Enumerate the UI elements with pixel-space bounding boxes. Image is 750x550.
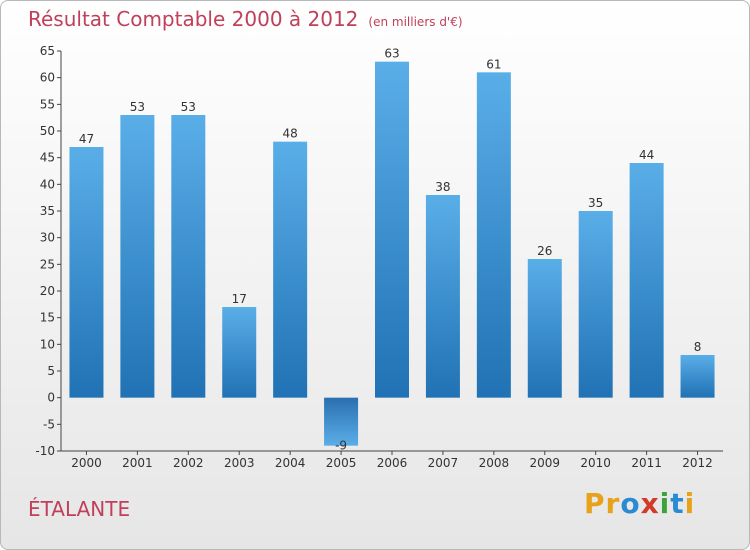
bar-2011 (629, 163, 664, 398)
bar-2007 (425, 195, 460, 398)
logo-letter: o (620, 487, 641, 520)
logo-letter: t (670, 487, 685, 520)
value-label-2000: 47 (79, 132, 94, 146)
value-label-2002: 53 (181, 100, 196, 114)
value-label-2010: 35 (588, 196, 603, 210)
y-tick-label: 50 (40, 124, 55, 138)
logo-letter: i (684, 487, 696, 520)
value-label-2003: 17 (232, 292, 247, 306)
x-tick-label: 2012 (682, 456, 713, 470)
x-tick-label: 2006 (377, 456, 408, 470)
y-tick-label: 60 (40, 71, 55, 85)
commune-name: ÉTALANTE (28, 497, 131, 521)
y-tick-label: 20 (40, 284, 55, 298)
chart-title-text: Résultat Comptable 2000 à 2012 (28, 7, 359, 31)
value-label-2012: 8 (694, 340, 702, 354)
x-tick-label: 2010 (580, 456, 611, 470)
x-tick-label: 2007 (428, 456, 459, 470)
logo-letter: r (605, 487, 621, 520)
logo-letter: i (659, 487, 671, 520)
x-tick-label: 2003 (224, 456, 255, 470)
value-labels: 47 53 53 17 48 -9 63 38 61 26 35 44 8 (79, 47, 702, 453)
bars (69, 61, 715, 446)
value-label-2009: 26 (537, 244, 552, 258)
bar-2006 (375, 61, 409, 398)
chart-unit: (en milliers d'€) (368, 15, 463, 29)
bar-2005 (324, 397, 359, 446)
value-label-2011: 44 (639, 148, 654, 162)
bar-2012 (680, 355, 715, 398)
x-tick-label: 2002 (173, 456, 204, 470)
bar-2001 (120, 115, 155, 398)
x-tick-label: 2009 (529, 456, 560, 470)
logo-letter: P (584, 487, 606, 520)
value-label-2006: 63 (384, 47, 399, 61)
y-tick-label: 65 (40, 44, 55, 58)
value-label-2001: 53 (130, 100, 145, 114)
y-tick-label: 0 (47, 391, 55, 405)
y-tick-label: 5 (47, 364, 55, 378)
x-tick-label: 2004 (275, 456, 306, 470)
y-tick-label: 40 (40, 177, 55, 191)
y-tick-label: 25 (40, 257, 55, 271)
bar-2009 (527, 259, 562, 398)
y-tick-label: 10 (40, 337, 55, 351)
y-tick-label: 30 (40, 231, 55, 245)
bar-2003 (222, 307, 257, 398)
bar-2000 (69, 147, 104, 398)
proxiti-logo: Proxiti (584, 487, 695, 520)
value-label-2008: 61 (486, 57, 501, 71)
y-tick-label: 15 (40, 311, 55, 325)
y-tick-label: -10 (35, 444, 55, 458)
y-tick-label: 45 (40, 151, 55, 165)
x-tick-label: 2011 (631, 456, 662, 470)
chart-title: Résultat Comptable 2000 à 2012 (en millie… (28, 7, 463, 31)
x-tick-label: 2000 (71, 456, 102, 470)
y-tick-label: -5 (43, 417, 55, 431)
bar-2010 (578, 211, 613, 398)
bar-2008 (476, 72, 511, 398)
value-label-2007: 38 (435, 180, 450, 194)
x-tick-label: 2008 (479, 456, 510, 470)
y-tick-label: 55 (40, 97, 55, 111)
bar-2004 (273, 141, 308, 398)
x-tick-label: 2005 (326, 456, 357, 470)
y-tick-label: 35 (40, 204, 55, 218)
logo-letter: x (640, 487, 660, 520)
bar-2002 (171, 115, 206, 398)
value-label-2005: -9 (335, 439, 347, 453)
x-tick-label: 2001 (122, 456, 153, 470)
value-label-2004: 48 (283, 127, 298, 141)
